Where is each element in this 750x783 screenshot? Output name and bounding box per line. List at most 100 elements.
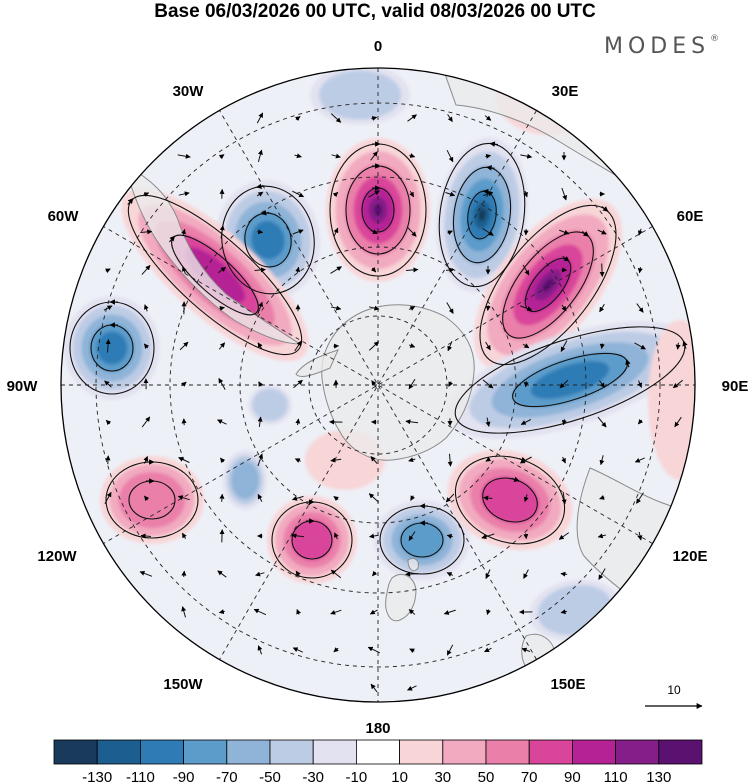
colorbar-tick-label: -30 [302,769,324,783]
wind-vector-arrow [257,149,263,163]
wind-vector-arrow [257,416,263,427]
wind-vector-arrow [485,153,492,159]
wind-vector-arrow [218,609,225,615]
wind-vector-arrow [558,532,570,540]
wind-vector-arrow [368,190,380,198]
colorbar-swatch [572,739,617,765]
colorbar-swatch [442,739,487,765]
wind-vector-arrow [257,301,263,315]
wind-vector-arrow [333,227,339,237]
wind-vector-arrow [521,647,531,653]
wind-vector-arrow [597,416,607,428]
wind-vector-arrow [182,266,187,274]
wind-vector-arrow [637,267,643,274]
wind-vector-arrow [445,191,456,197]
wind-vector-arrow [141,265,151,275]
wind-vector-arrow [598,380,606,388]
reference-vector: 10 [645,683,703,709]
wind-vector-arrow [369,533,379,539]
wind-vector-arrow [446,267,455,273]
wind-vector-arrow [636,303,644,313]
colorbar-swatch [226,739,271,765]
wind-vector-arrow [485,456,492,462]
wind-vector-arrow [445,493,455,503]
colorbar-tick-label: -10 [346,769,368,783]
wind-vector-arrow [408,457,416,463]
contour-band [648,320,695,480]
brand-name: MODES [604,34,711,59]
colorbar-swatch [485,739,530,765]
wind-vector-arrow [294,340,302,352]
meridian-30e-150w [219,110,537,660]
colorbar-swatch [399,739,444,765]
wind-vector-arrow [217,570,227,578]
meridian-150e-30w [219,110,537,660]
wind-vector-arrow [139,570,153,577]
wind-vector-arrow [446,644,454,656]
wind-vector-arrow [674,416,682,428]
wind-vector-arrow [599,455,605,466]
wind-vector-arrow [255,571,265,577]
high-60e [473,198,623,372]
wind-vector-arrow [177,153,191,159]
wind-vector-arrow [331,305,342,311]
wind-vector-arrow [405,419,419,425]
wind-vector-arrow [330,569,342,579]
circulation-high-115w [105,459,199,539]
wind-vector-arrow [372,570,378,577]
contour-band [230,460,260,500]
wind-vector-arrow [559,229,570,235]
new-zealand [385,557,419,622]
wind-vector-arrow [257,645,263,655]
flow-arrow [581,230,590,237]
wind-vector-arrow [447,230,453,236]
wind-vector-arrow [370,266,377,273]
modes-logo: MODES® [604,34,719,59]
wind-vector-arrow [296,609,301,615]
contour-band [290,519,334,561]
colorbar-swatch [53,739,98,765]
wind-vector-arrow [331,153,341,159]
wind-vector-arrow [369,609,378,615]
wind-vector-arrow [523,494,529,503]
wind-vector-arrow [482,379,494,389]
wind-vector-arrow [561,304,567,312]
wind-vector-arrow [294,458,301,463]
colorbar-swatch [528,739,573,765]
flow-arrow [625,359,631,368]
anomaly-field [64,68,695,641]
wind-vector-arrow [217,419,227,425]
wind-vector-arrow [523,381,529,388]
wind-vector-arrow [257,229,264,235]
wind-vector-arrow [675,342,681,350]
wind-vector-arrow [334,532,339,540]
reference-vector-value: 10 [667,683,681,697]
circulation-low-30e [438,141,526,288]
meridian-120e-60w [103,226,653,544]
circulation-low-90e [454,326,688,434]
map-disk [61,68,695,702]
colorbar-tick-label: 10 [391,769,408,783]
wind-vector-arrow [330,609,342,615]
wind-vector-arrow [143,455,149,464]
wind-vector-arrow [634,342,646,350]
wind-vector-arrow [407,114,417,122]
wind-vector-arrow [181,606,187,618]
colorbar-tick-label: -90 [173,769,195,783]
latitude-circle-45s [169,176,587,594]
label-30w: 30W [173,83,205,100]
label-180: 180 [365,720,390,737]
wind-vector-arrow [218,342,226,350]
wind-vector-arrow [292,647,304,653]
high-south-atlantic [326,138,430,282]
colorbar-tick-label: -70 [216,769,238,783]
wind-vector-arrow [257,493,263,502]
wind-vector-arrow [141,416,151,428]
wind-vector-arrow [409,190,415,198]
wind-vector-arrow [295,266,301,273]
wind-vector-arrow [332,191,339,198]
wind-vector-arrow [140,229,153,235]
wind-vector-arrow [598,568,606,580]
wind-vector-arrow [368,305,380,311]
wind-vector-arrow [520,419,532,425]
